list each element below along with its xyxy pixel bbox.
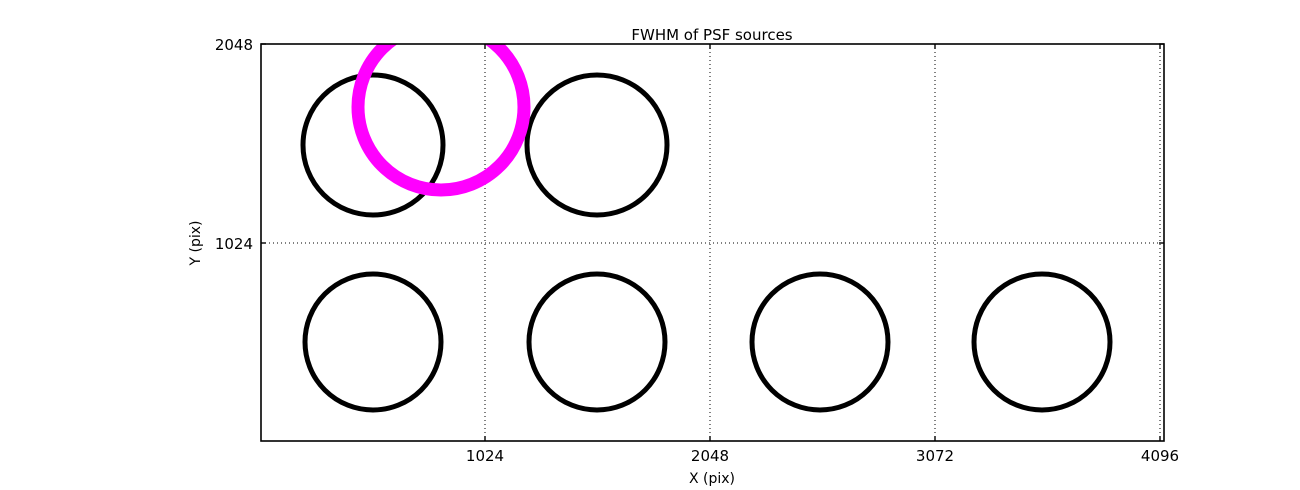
marker-source-1 [300,72,446,218]
x-tick-marks [484,44,1161,441]
y-tick-label-2048: 2048 [215,36,253,54]
marker-source-3 [302,271,444,413]
y-tick-marks [261,43,1164,244]
x-axis-label: X (pix) [689,471,735,487]
y-tick-label-1024: 1024 [215,235,253,253]
data-markers [300,44,1113,413]
plot-area-background [261,44,1164,441]
x-tick-label-4096: 4096 [1141,447,1179,465]
x-tick-label-1024: 1024 [466,447,504,465]
y-axis-label: Y (pix) [188,221,204,267]
marker-source-5 [749,271,891,413]
x-tick-label-3072: 3072 [916,447,954,465]
x-tick-label-2048: 2048 [691,447,729,465]
marker-source-6 [971,271,1113,413]
marker-source-4 [526,271,668,413]
marker-source-2 [524,72,670,218]
gridlines [261,44,1164,441]
chart-title: FWHM of PSF sources [631,26,792,44]
marker-flagged-1 [351,44,531,197]
